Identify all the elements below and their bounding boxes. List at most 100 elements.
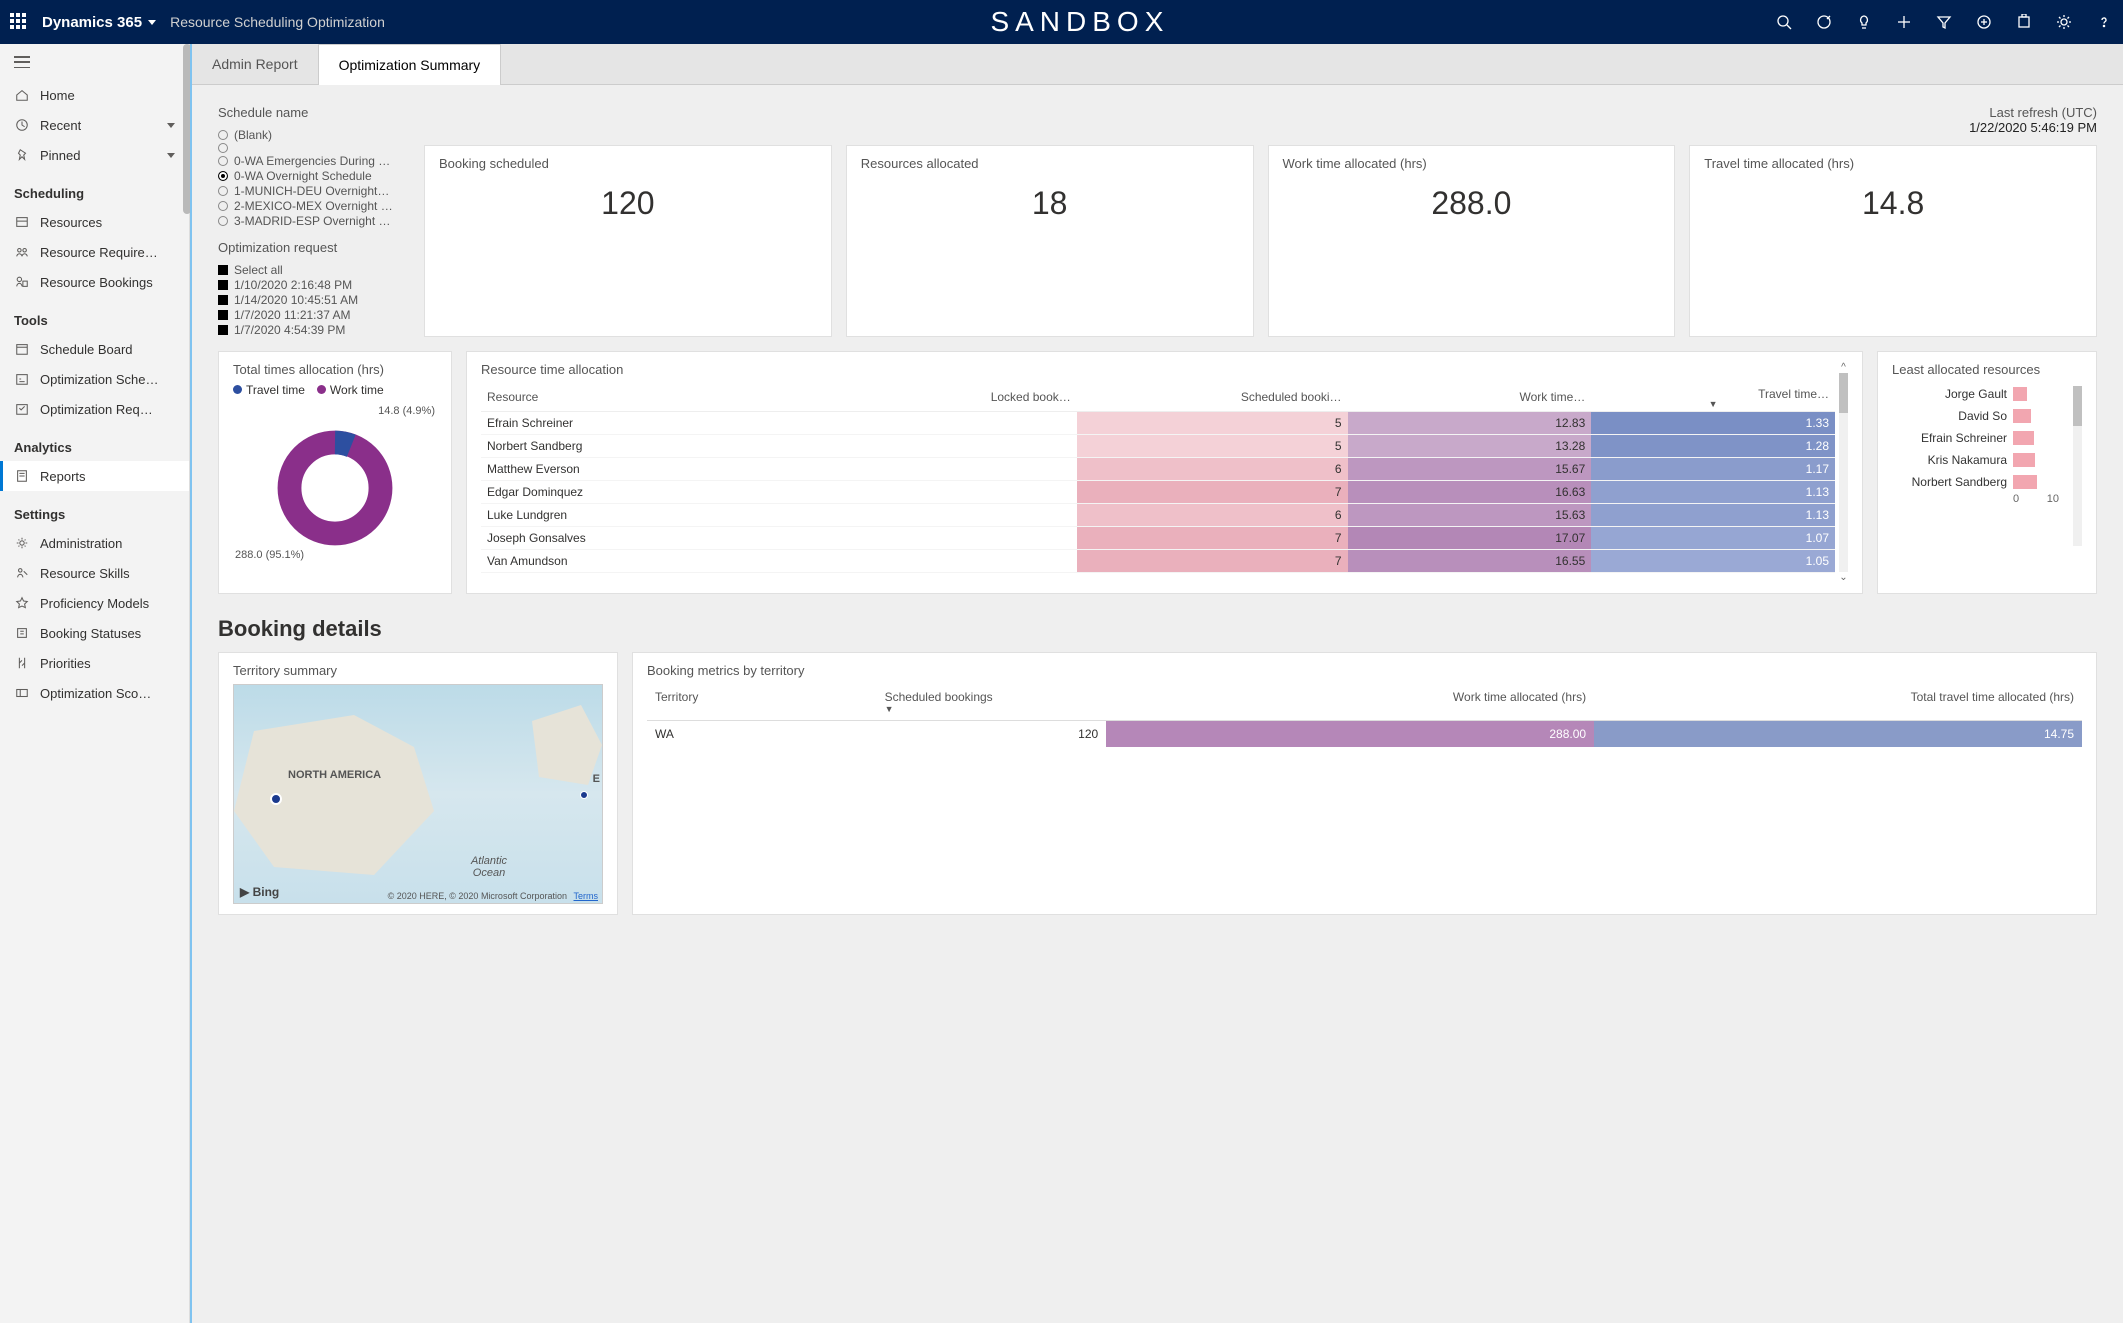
tab-optimization-summary[interactable]: Optimization Summary <box>318 44 502 85</box>
optreq-option[interactable]: 1/7/2020 11:21:37 AM <box>218 308 408 322</box>
schedule-option[interactable]: 0-WA Overnight Schedule <box>218 169 408 183</box>
metrics-col-territory[interactable]: Territory <box>647 684 877 721</box>
schedule-option[interactable]: 3-MADRID-ESP Overnight … <box>218 214 408 228</box>
sidebar-collapse-button[interactable] <box>0 44 189 80</box>
table-col-header[interactable]: Locked book… <box>833 383 1077 412</box>
metrics-col-scheduled[interactable]: Scheduled bookings▼ <box>877 684 1107 721</box>
sidebar-item-resource-requirements[interactable]: Resource Require… <box>0 237 189 267</box>
radio-icon <box>218 130 228 140</box>
cell-work: 16.55 <box>1348 550 1592 573</box>
sidebar-item-home[interactable]: Home <box>0 80 189 110</box>
cell-locked <box>833 527 1077 550</box>
checkbox-icon <box>218 295 228 305</box>
donut-callout-work: 288.0 (95.1%) <box>235 549 304 561</box>
schedule-option[interactable]: (Blank) <box>218 128 408 142</box>
table-row[interactable]: Luke Lundgren615.631.13 <box>481 504 1835 527</box>
booking-metrics-table[interactable]: Territory Scheduled bookings▼ Work time … <box>647 684 2082 747</box>
sidebar-item-resource-bookings[interactable]: Resource Bookings <box>0 267 189 297</box>
map-terms-link[interactable]: Terms <box>574 891 599 901</box>
booking-metrics-title: Booking metrics by territory <box>647 663 2082 678</box>
settings-gear-icon[interactable] <box>2055 13 2073 31</box>
optreq-option[interactable]: Select all <box>218 263 408 277</box>
cell-scheduled: 5 <box>1077 435 1348 458</box>
sidebar-item-recent[interactable]: Recent <box>0 110 189 140</box>
tab-admin-report[interactable]: Admin Report <box>192 44 318 84</box>
sidebar-item-booking-statuses[interactable]: Booking Statuses <box>0 618 189 648</box>
schedule-option[interactable]: 0-WA Emergencies During … <box>218 154 408 168</box>
table-row[interactable]: Edgar Dominquez716.631.13 <box>481 481 1835 504</box>
least-allocated-bars[interactable]: Jorge Gault David So Efrain Schreiner Kris … <box>1892 387 2069 489</box>
last-refresh-timestamp: 1/22/2020 5:46:19 PM <box>424 120 2097 135</box>
cell-resource: Edgar Dominquez <box>481 481 833 504</box>
least-allocated-scrollbar[interactable] <box>2073 386 2082 546</box>
schedule-option-label: (Blank) <box>234 128 272 142</box>
cell-work: 12.83 <box>1348 412 1592 435</box>
map-marker-wa[interactable] <box>270 793 282 805</box>
sidebar-item-reports[interactable]: Reports <box>0 461 189 491</box>
map-attribution: © 2020 HERE, © 2020 Microsoft Corporatio… <box>388 891 598 901</box>
optreq-option[interactable]: 1/10/2020 2:16:48 PM <box>218 278 408 292</box>
sidebar-item-optimization-schedules[interactable]: Optimization Sche… <box>0 364 189 394</box>
cell-resource: Matthew Everson <box>481 458 833 481</box>
table-row[interactable]: Joseph Gonsalves717.071.07 <box>481 527 1835 550</box>
metrics-col-travel[interactable]: Total travel time allocated (hrs) <box>1594 684 2082 721</box>
table-row[interactable]: Matthew Everson615.671.17 <box>481 458 1835 481</box>
add-circle-icon[interactable] <box>1975 13 1993 31</box>
sidebar-item-resource-skills[interactable]: Resource Skills <box>0 558 189 588</box>
add-icon[interactable] <box>1895 13 1913 31</box>
sidebar-item-label: Resource Require… <box>40 245 158 260</box>
table-col-header[interactable]: Scheduled booki… <box>1077 383 1348 412</box>
minibar-row[interactable]: Jorge Gault <box>1892 387 2069 401</box>
filter-icon[interactable] <box>1935 13 1953 31</box>
last-refresh: Last refresh (UTC) 1/22/2020 5:46:19 PM <box>424 105 2097 135</box>
optreq-check-list: Select all1/10/2020 2:16:48 PM1/14/2020 … <box>218 263 408 337</box>
table-scrollbar[interactable] <box>1839 373 1848 572</box>
lightbulb-icon[interactable] <box>1855 13 1873 31</box>
optreq-option[interactable]: 1/14/2020 10:45:51 AM <box>218 293 408 307</box>
app-launcher-icon[interactable] <box>10 13 28 31</box>
optreq-option[interactable]: 1/7/2020 4:54:39 PM <box>218 323 408 337</box>
cell-travel: 1.07 <box>1591 527 1835 550</box>
extension-icon[interactable] <box>2015 13 2033 31</box>
sidebar-item-priorities[interactable]: Priorities <box>0 648 189 678</box>
table-row[interactable]: Van Amundson716.551.05 <box>481 550 1835 573</box>
resource-table[interactable]: ResourceLocked book…Scheduled booki…Work… <box>481 383 1835 573</box>
sidebar-item-pinned[interactable]: Pinned <box>0 140 189 170</box>
cell-travel: 1.13 <box>1591 504 1835 527</box>
sidebar-item-administration[interactable]: Administration <box>0 528 189 558</box>
donut-chart[interactable]: 14.8 (4.9%) 288.0 (95.1%) <box>235 403 435 583</box>
minibar-label: Jorge Gault <box>1892 387 2007 401</box>
table-row[interactable]: Efrain Schreiner512.831.33 <box>481 412 1835 435</box>
scroll-up-icon[interactable]: ^ <box>1839 362 1848 373</box>
table-row[interactable]: Norbert Sandberg513.281.28 <box>481 435 1835 458</box>
schedule-option[interactable]: 1-MUNICH-DEU Overnight… <box>218 184 408 198</box>
sidebar-item-resources[interactable]: Resources <box>0 207 189 237</box>
donut-card: Total times allocation (hrs) Travel time… <box>218 351 452 594</box>
cell-work: 15.63 <box>1348 504 1592 527</box>
minibar-row[interactable]: Norbert Sandberg <box>1892 475 2069 489</box>
scroll-down-icon[interactable]: ⌄ <box>1839 572 1848 583</box>
metrics-row[interactable]: WA 120 288.00 14.75 <box>647 721 2082 748</box>
minibar-row[interactable]: Efrain Schreiner <box>1892 431 2069 445</box>
map-marker-eu[interactable] <box>580 791 588 799</box>
metrics-col-work[interactable]: Work time allocated (hrs) <box>1106 684 1594 721</box>
brand-switcher[interactable]: Dynamics 365 <box>42 14 156 31</box>
schedule-option[interactable] <box>218 143 408 153</box>
table-col-header[interactable]: Travel time…▼ <box>1591 383 1835 412</box>
search-icon[interactable] <box>1775 13 1793 31</box>
minibar-row[interactable]: Kris Nakamura <box>1892 453 2069 467</box>
sidebar-item-optimization-requests[interactable]: Optimization Req… <box>0 394 189 424</box>
target-icon[interactable] <box>1815 13 1833 31</box>
sidebar-item-optimization-score[interactable]: Optimization Sco… <box>0 678 189 708</box>
sidebar-item-schedule-board[interactable]: Schedule Board <box>0 334 189 364</box>
schedule-option[interactable]: 2-MEXICO-MEX Overnight … <box>218 199 408 213</box>
table-col-header[interactable]: Resource <box>481 383 833 412</box>
table-col-header[interactable]: Work time… <box>1348 383 1592 412</box>
minibar-bar <box>2013 409 2031 423</box>
sidebar-item-proficiency-models[interactable]: Proficiency Models <box>0 588 189 618</box>
help-icon[interactable] <box>2095 13 2113 31</box>
territory-map[interactable]: NORTH AMERICA Atlantic Ocean E ▶ Bing © … <box>233 684 603 904</box>
minibar-row[interactable]: David So <box>1892 409 2069 423</box>
minibar-bar <box>2013 387 2027 401</box>
kpi-value: 18 <box>861 185 1239 222</box>
